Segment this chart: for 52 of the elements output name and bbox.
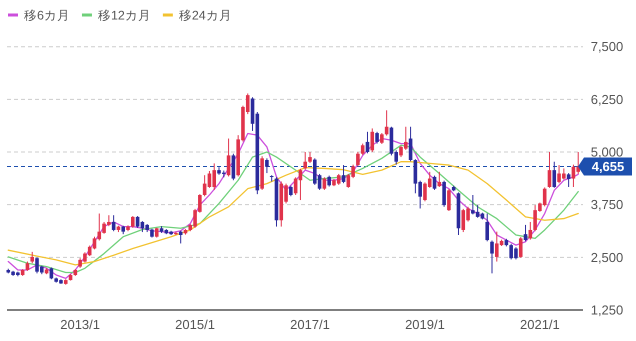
candlestick — [131, 216, 135, 228]
candlestick — [289, 185, 293, 197]
y-tick-label: 2,500 — [590, 250, 624, 265]
candlestick — [366, 131, 370, 154]
candlestick — [327, 175, 331, 188]
candlestick — [442, 180, 446, 208]
candlestick — [360, 143, 364, 156]
candlestick — [112, 214, 116, 232]
candlestick — [308, 152, 312, 164]
candlestick — [232, 153, 236, 181]
candlestick — [30, 251, 34, 264]
y-tick-label: 1,250 — [590, 302, 624, 318]
legend-label: 移6カ月 — [24, 8, 70, 22]
candlestick — [375, 131, 379, 144]
x-tick-label: 2015/1 — [175, 317, 215, 332]
candlestick — [50, 266, 54, 280]
candlestick — [370, 128, 374, 153]
candlestick — [432, 175, 436, 190]
candlestick — [178, 230, 182, 244]
y-tick-label: 3,750 — [590, 197, 624, 212]
candlestick — [552, 161, 556, 188]
candlestick — [518, 236, 523, 258]
candlestick — [380, 132, 384, 145]
candlestick — [26, 261, 30, 272]
candlestick — [154, 227, 159, 238]
x-tick-label: 2021/1 — [520, 317, 560, 332]
candlestick — [408, 126, 412, 162]
candlestick — [485, 213, 490, 242]
candlestick — [356, 152, 360, 167]
line-series — [8, 161, 579, 266]
y-tick-label: 6,250 — [590, 92, 624, 107]
legend-label: 移24カ月 — [178, 8, 232, 22]
y-tick-label: 5,000 — [590, 144, 624, 160]
x-tick-label: 2017/1 — [290, 317, 330, 332]
candlestick — [438, 171, 442, 188]
candlestick — [447, 188, 451, 212]
candlestick — [303, 152, 308, 170]
candlestick — [384, 110, 388, 136]
candlestick — [322, 176, 326, 190]
candlestick — [490, 240, 494, 274]
x-tick-label: 2019/1 — [405, 317, 445, 332]
candlestick — [342, 164, 346, 184]
ref-line-label: 4,655 — [592, 159, 624, 174]
y-tick-label: 7,500 — [590, 39, 624, 54]
candlestick — [226, 138, 230, 177]
candlestick — [528, 221, 532, 240]
candlestick — [566, 172, 570, 188]
x-tick-label: 2013/1 — [60, 317, 100, 332]
candlestick — [524, 224, 528, 242]
candlestick — [265, 158, 269, 174]
candlestick — [548, 152, 552, 188]
legend-label: 移12カ月 — [98, 8, 151, 22]
